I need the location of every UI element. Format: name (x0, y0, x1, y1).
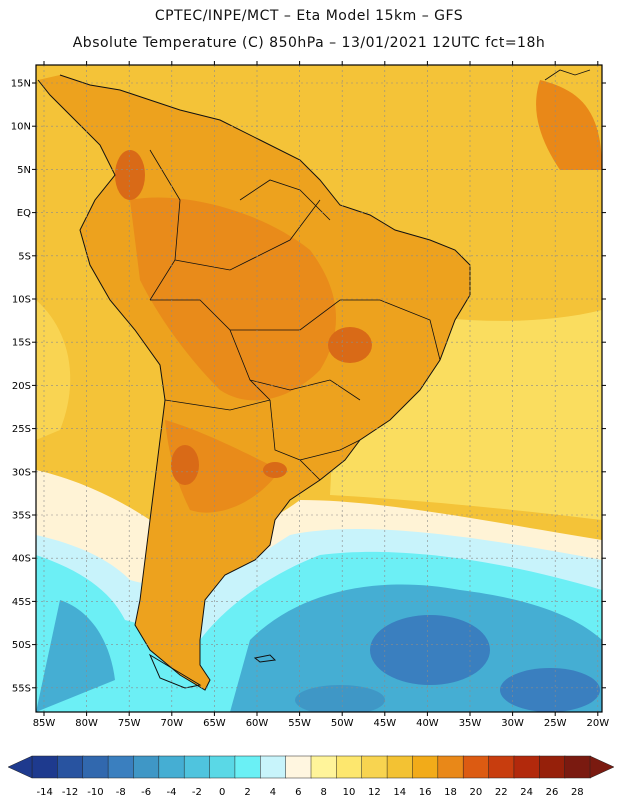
colorbar-swatch (133, 755, 160, 779)
colorbar-label: -6 (141, 787, 151, 798)
lat-label-45s: 45S (12, 597, 31, 608)
lat-label-55s: 55S (12, 683, 31, 694)
colorbar-swatch (285, 755, 312, 779)
colorbar-label: 0 (219, 787, 225, 798)
colorbar-label: -10 (87, 787, 103, 798)
colorbar-label: -12 (62, 787, 78, 798)
map-title-line2: Absolute Temperature (C) 850hPa – 13/01/… (72, 35, 546, 51)
lat-label-eq: EQ (17, 208, 31, 219)
colorbar-label: 10 (343, 787, 356, 798)
lon-label-25w: 25W (544, 718, 567, 729)
lon-label-65w: 65W (203, 718, 226, 729)
lon-label-30w: 30W (501, 718, 524, 729)
lat-label-10n: 10N (11, 122, 31, 133)
colorbar-swatch (82, 755, 109, 779)
colorbar-swatch (336, 755, 363, 779)
colorbar-swatch (209, 755, 236, 779)
colorbar (7, 755, 615, 779)
colorbar-label: -14 (37, 787, 53, 798)
lon-label-45w: 45W (373, 718, 396, 729)
map-title-line1: CPTEC/INPE/MCT – Eta Model 15km – GFS (154, 8, 464, 24)
colorbar-label: -4 (167, 787, 177, 798)
lon-label-40w: 40W (416, 718, 439, 729)
colorbar-swatch (107, 755, 135, 779)
lon-label-75w: 75W (118, 718, 141, 729)
lat-label-40s: 40S (12, 554, 31, 565)
lon-label-60w: 60W (246, 718, 269, 729)
lat-label-50s: 50S (12, 640, 31, 651)
colorbar-label: 24 (520, 787, 533, 798)
colorbar-label: 28 (571, 787, 584, 798)
colorbar-min-arrow (7, 755, 33, 779)
colorbar-label: 2 (244, 787, 250, 798)
colorbar-label: 26 (546, 787, 559, 798)
colorbar-swatch (488, 755, 515, 779)
longitude-labels: 85W 80W 75W 70W 65W 60W 55W 50W 45W 40W 35W 30W 25W 2… (33, 718, 610, 729)
graticule (36, 65, 602, 712)
colorbar-swatch (310, 755, 338, 779)
lon-label-50w: 50W (331, 718, 354, 729)
colorbar-label: 12 (368, 787, 381, 798)
colorbar-labels: -14 -12 -10 -8 -6 -4 -2 0 2 4 6 8 10 12 14 16 18 20 22 24 26… (37, 787, 584, 798)
colorbar-swatch (260, 755, 287, 779)
colorbar-max-arrow (589, 755, 615, 779)
colorbar-label: 20 (469, 787, 482, 798)
lon-label-35w: 35W (459, 718, 482, 729)
colorbar-swatch (564, 755, 591, 779)
colorbar-swatch (513, 755, 541, 779)
colorbar-swatch (361, 755, 388, 779)
lon-label-55w: 55W (288, 718, 311, 729)
lon-label-85w: 85W (33, 718, 56, 729)
lat-label-5s: 5S (18, 251, 31, 262)
latitude-labels: 15N 10N 5N EQ 5S 10S 15S 20S 25S 30S 35S 40S 45S 50S 5… (11, 79, 31, 695)
colorbar-swatch (437, 755, 464, 779)
colorbar-label: 22 (495, 787, 508, 798)
lat-label-5n: 5N (17, 165, 31, 176)
lon-label-80w: 80W (75, 718, 98, 729)
colorbar-swatch (57, 755, 84, 779)
colorbar-swatch (31, 755, 59, 779)
country-borders (149, 149, 441, 481)
colorbar-label: 18 (444, 787, 457, 798)
colorbar-swatch (158, 755, 185, 779)
lat-label-15s: 15S (12, 338, 31, 349)
lat-label-10s: 10S (12, 295, 31, 306)
colorbar-label: 8 (320, 787, 326, 798)
colorbar-swatch (539, 755, 566, 779)
lat-label-30s: 30S (12, 467, 31, 478)
colorbar-label: -8 (116, 787, 126, 798)
colorbar-swatch (183, 755, 211, 779)
colorbar-swatch (462, 755, 490, 779)
colorbar-label: -2 (192, 787, 202, 798)
lat-label-20s: 20S (12, 381, 31, 392)
colorbar-swatch (234, 755, 262, 779)
colorbar-label: 14 (393, 787, 406, 798)
lat-label-35s: 35S (12, 511, 31, 522)
temperature-field (36, 65, 602, 712)
map-frame (35, 64, 603, 713)
lat-label-25s: 25S (12, 424, 31, 435)
lon-label-20w: 20W (586, 718, 609, 729)
lat-label-15n: 15N (11, 79, 31, 90)
lon-label-70w: 70W (160, 718, 183, 729)
colorbar-swatch (386, 755, 414, 779)
colorbar-swatch (412, 755, 439, 779)
colorbar-label: 6 (295, 787, 301, 798)
colorbar-label: 16 (419, 787, 432, 798)
colorbar-label: 4 (270, 787, 276, 798)
